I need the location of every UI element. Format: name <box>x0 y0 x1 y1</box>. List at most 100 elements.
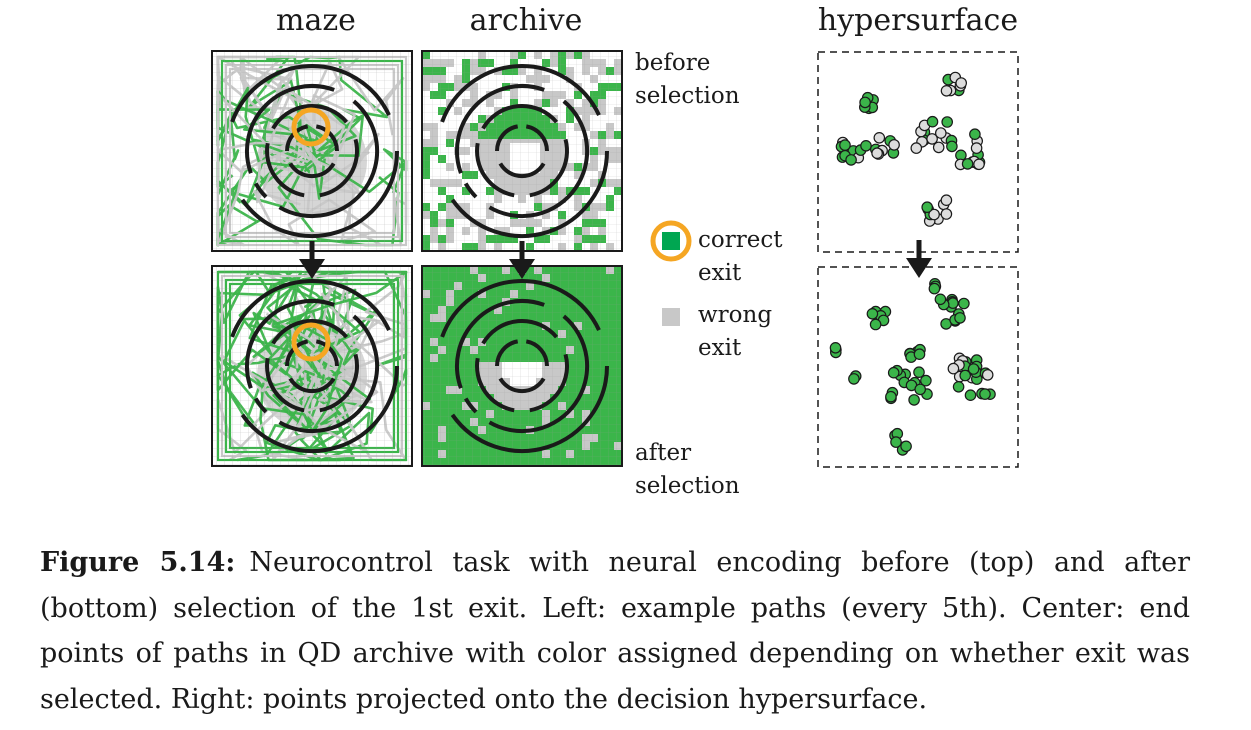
maze-wall <box>463 182 478 199</box>
maze-wall <box>240 365 399 453</box>
projected-point <box>947 362 960 375</box>
maze-wall <box>475 142 515 198</box>
projected-point <box>928 208 940 221</box>
projected-point <box>969 128 981 140</box>
maze-wall <box>529 353 570 413</box>
maze-wall <box>315 339 339 367</box>
maze-wall <box>450 150 609 238</box>
maze-wall <box>455 299 545 389</box>
maze-wall <box>463 397 478 414</box>
projected-point <box>934 293 947 306</box>
maze-wall <box>498 162 546 179</box>
maze-wall <box>440 64 601 123</box>
maze-wall <box>285 124 309 152</box>
maze-wall <box>525 339 549 367</box>
legend-wrong-line2: exit <box>698 335 742 361</box>
maze-wall <box>319 138 360 198</box>
projected-point <box>940 208 953 220</box>
projected-point <box>926 115 939 128</box>
wrong-exit-legend-icon <box>662 308 680 326</box>
projected-point <box>913 366 925 378</box>
archive-walls-after <box>440 279 609 453</box>
maze-wall <box>278 99 380 219</box>
projected-point <box>934 127 947 139</box>
maze-wall <box>488 99 590 219</box>
projected-point <box>885 390 897 403</box>
correct-exit-legend-icon <box>650 220 692 262</box>
maze-wall <box>285 339 309 367</box>
maze-wall <box>495 339 519 367</box>
figure-caption: Figure 5.14: Neurocontrol task with neura… <box>40 540 1190 722</box>
down-arrow-hypersurface <box>906 240 932 278</box>
projected-point <box>848 373 860 385</box>
maze-wall <box>288 377 336 394</box>
exit-marker-after <box>291 322 331 362</box>
maze-wall <box>245 299 335 389</box>
maze-wall <box>245 84 335 174</box>
projected-point <box>845 154 857 166</box>
projected-point <box>887 366 900 379</box>
legend-correct-line2: exit <box>698 260 742 286</box>
maze-walls-before <box>230 64 399 238</box>
projected-point <box>961 158 974 170</box>
projected-point <box>921 201 933 213</box>
maze-wall <box>271 319 349 345</box>
hypersurface-panel-after <box>817 266 1019 468</box>
maze-wall <box>278 314 380 434</box>
maze-wall <box>455 84 545 174</box>
hypersurface-points-after <box>829 277 996 456</box>
projected-point <box>970 142 983 154</box>
maze-wall <box>498 377 546 394</box>
projected-point <box>913 348 926 360</box>
maze-wall <box>230 279 391 338</box>
after-label-line2: selection <box>635 473 740 499</box>
projected-point <box>959 369 971 382</box>
projected-point <box>954 312 966 324</box>
maze-walls-after <box>230 279 399 453</box>
maze-wall <box>240 150 399 238</box>
projected-point <box>958 297 970 310</box>
maze-wall <box>315 124 339 152</box>
projected-point <box>967 363 980 375</box>
projected-point <box>932 141 945 154</box>
exit-marker-before <box>291 107 331 147</box>
maze-wall <box>450 365 609 453</box>
legend-correct-line1: correct <box>698 227 783 253</box>
projected-point <box>860 140 872 152</box>
down-arrow-archive <box>509 241 535 279</box>
maze-column-title: maze <box>276 3 356 38</box>
maze-wall <box>440 279 601 338</box>
projected-point <box>914 383 926 396</box>
projected-point <box>873 132 886 144</box>
down-arrow-maze <box>299 241 325 279</box>
caption-text: Neurocontrol task with neural encoding b… <box>40 547 1191 715</box>
before-label-line2: selection <box>635 83 740 109</box>
maze-wall <box>265 357 305 413</box>
archive-panel-before <box>421 50 623 252</box>
maze-wall <box>495 124 519 152</box>
projected-point <box>940 194 953 206</box>
maze-wall <box>265 142 305 198</box>
maze-wall <box>525 124 549 152</box>
projected-point <box>940 85 953 97</box>
projected-point <box>973 158 985 171</box>
projected-point <box>866 307 879 320</box>
projected-point <box>946 140 958 153</box>
before-label-line1: before <box>635 50 710 76</box>
maze-wall <box>253 397 268 414</box>
projected-point <box>941 116 953 128</box>
maze-panel-before <box>211 50 413 252</box>
maze-wall <box>288 162 336 179</box>
projected-point <box>952 380 965 393</box>
hypersurface-column-title: hypersurface <box>818 3 1018 38</box>
maze-panel-after <box>211 265 413 467</box>
maze-wall <box>475 357 515 413</box>
projected-point <box>829 341 842 354</box>
maze-wall <box>253 182 268 199</box>
figure-panel: maze archive hypersurface <box>211 3 1019 499</box>
projected-point <box>910 142 923 154</box>
projected-point <box>920 374 932 387</box>
archive-walls-before <box>440 64 609 238</box>
maze-wall <box>230 64 391 123</box>
projected-point <box>981 369 994 381</box>
